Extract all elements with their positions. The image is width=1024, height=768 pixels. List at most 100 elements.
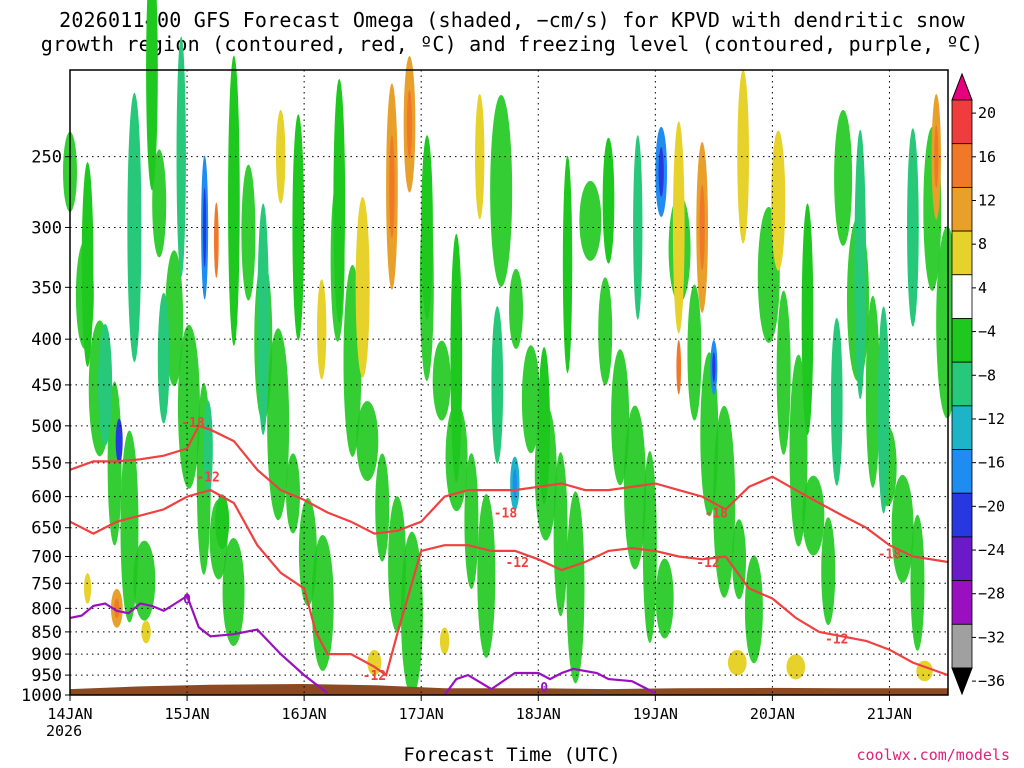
- colorbar-segment: [951, 536, 973, 582]
- omega-shading-cell: [298, 498, 317, 607]
- omega-shading-core: [677, 353, 680, 381]
- colorbar-segment: [951, 230, 973, 276]
- omega-shading-cell: [687, 284, 702, 421]
- omega-shading-cell: [491, 306, 504, 464]
- colorbar-segment: [951, 361, 973, 407]
- omega-shading-cell: [432, 340, 451, 421]
- credit-link[interactable]: coolwx.com/models: [856, 746, 1010, 764]
- y-tick-label: 750: [31, 574, 62, 594]
- omega-shading-cell: [241, 164, 256, 301]
- plot-frame: [69, 69, 949, 696]
- y-tick-label: 1000: [21, 686, 62, 706]
- omega-shading-cell: [267, 328, 290, 521]
- colorbar-label: −32: [978, 628, 1005, 646]
- freezing-level-contour: [69, 594, 329, 694]
- x-axis-title: Forecast Time (UTC): [403, 744, 621, 766]
- omega-shading-cell: [311, 534, 334, 671]
- omega-shading-cell: [744, 555, 763, 664]
- omega-shading-core: [406, 90, 413, 159]
- colorbar-segment: [951, 274, 973, 319]
- omega-shading-cell: [579, 180, 602, 261]
- omega-shading-cell: [203, 400, 213, 497]
- contour-label: -18: [181, 416, 205, 431]
- omega-shading-cell: [737, 69, 749, 244]
- contour-label: -18: [494, 506, 518, 521]
- colorbar-segment: [951, 580, 973, 625]
- chart-title-line1: 2026011400 GFS Forecast Omega (shaded, −…: [59, 8, 965, 32]
- omega-shading-cell: [732, 519, 747, 600]
- omega-shading-cell: [450, 233, 463, 483]
- omega-shading-cell: [400, 531, 423, 696]
- omega-shading-cell: [333, 78, 346, 323]
- y-tick-label: 350: [31, 278, 62, 298]
- omega-shading-core: [114, 598, 120, 619]
- contour-label: -18: [704, 506, 728, 521]
- colorbar-label: −20: [978, 497, 1005, 515]
- chart-title-line2: growth region (contoured, red, ºC) and f…: [40, 32, 984, 56]
- omega-shading-cell: [292, 114, 305, 341]
- omega-shading-cell: [655, 558, 674, 639]
- contour-label: -12: [825, 633, 848, 648]
- y-tick-label: 850: [31, 623, 62, 643]
- omega-shading-cell: [771, 130, 786, 271]
- omega-shading-cell: [228, 55, 240, 346]
- omega-shading-cell: [598, 277, 613, 386]
- omega-shading-cell: [854, 129, 867, 400]
- colorbar-label: −4: [978, 323, 996, 341]
- omega-shading-cell: [727, 649, 747, 676]
- omega-shading-cell: [553, 452, 568, 617]
- omega-shading-cell: [802, 475, 825, 556]
- ground-terrain: [70, 684, 948, 695]
- colorbar-label: 4: [978, 279, 987, 297]
- omega-shading-cell: [98, 324, 113, 446]
- omega-shading-core: [512, 468, 517, 499]
- contour-label: -18: [878, 548, 902, 563]
- omega-shading-cell: [146, 0, 158, 191]
- x-tick-label: 20JAN: [750, 705, 795, 723]
- omega-shading-cell: [566, 491, 585, 684]
- y-tick-label: 500: [31, 417, 62, 437]
- y-tick-label: 250: [31, 148, 62, 168]
- omega-shading-cell: [786, 654, 806, 680]
- x-tick-label: 16JAN: [282, 705, 327, 723]
- omega-shading-core: [389, 135, 395, 239]
- y-tick-label: 600: [31, 488, 62, 508]
- omega-shading-cell: [521, 345, 540, 454]
- colorbar-label: 20: [978, 104, 996, 122]
- colorbar-segment: [951, 318, 973, 363]
- omega-shading-cell: [562, 155, 573, 374]
- omega-shading-cell: [891, 474, 914, 583]
- colorbar-segment: [951, 186, 973, 232]
- omega-shading-cell: [84, 573, 92, 604]
- omega-shading-cell: [133, 540, 156, 621]
- omega-shading-cell: [877, 306, 890, 514]
- omega-shading-cell: [152, 149, 167, 258]
- omega-shading-cell: [165, 250, 184, 387]
- omega-shading-cell: [642, 450, 657, 643]
- y-tick-label: 700: [31, 547, 62, 567]
- omega-shading-cell: [910, 514, 925, 651]
- y-tick-label: 300: [31, 218, 62, 238]
- omega-shading-cell: [464, 453, 479, 590]
- colorbar-label: −8: [978, 366, 996, 384]
- omega-shading-core: [712, 352, 716, 383]
- omega-shading-cell: [830, 317, 843, 486]
- omega-shading-cell: [317, 279, 327, 380]
- colorbar-label: −24: [978, 541, 1005, 559]
- x-tick-label: 18JAN: [516, 705, 561, 723]
- omega-shading-cell: [789, 354, 808, 547]
- omega-shading-cell: [127, 92, 142, 363]
- omega-shading-cell: [776, 290, 791, 455]
- colorbar-segment: [951, 143, 973, 188]
- omega-shading-cell: [602, 137, 615, 264]
- y-tick-label: 450: [31, 376, 62, 396]
- y-tick-label: 800: [31, 599, 62, 619]
- colorbar-label: −12: [978, 410, 1005, 428]
- omega-shading-cell: [276, 109, 286, 204]
- omega-shading-cell: [286, 453, 301, 534]
- omega-shading-cell: [81, 162, 94, 367]
- omega-shading-core: [215, 221, 218, 260]
- omega-shading-cell: [490, 94, 513, 287]
- x-tick-label: 19JAN: [633, 705, 678, 723]
- contour-label: -12: [363, 669, 386, 684]
